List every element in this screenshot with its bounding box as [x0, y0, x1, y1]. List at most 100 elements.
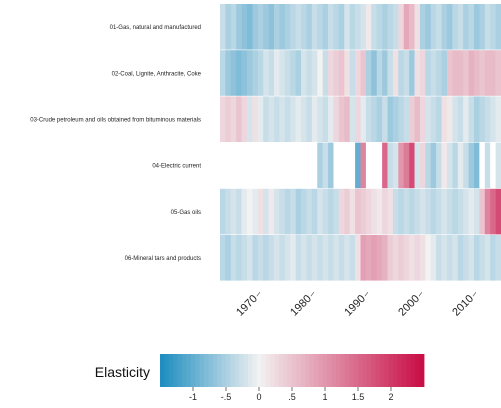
heatmap-cell — [365, 188, 372, 235]
heatmap-cell — [468, 50, 475, 96]
legend-color-step — [204, 354, 209, 387]
heatmap-cell — [274, 142, 280, 189]
heatmap-cell — [252, 235, 259, 281]
legend-color-step — [300, 354, 306, 387]
heatmap-cell — [333, 235, 340, 281]
heatmap-cell — [349, 4, 356, 50]
heatmap-cell — [322, 188, 329, 235]
heatmap-cell — [274, 96, 280, 142]
legend-color-step — [199, 354, 205, 387]
heatmap-cell — [290, 188, 296, 235]
heatmap-cell — [322, 50, 329, 96]
heatmap-cell — [338, 50, 345, 96]
heatmap-cell — [382, 188, 388, 235]
heatmap-cell — [274, 50, 280, 96]
heatmap-cell — [441, 142, 448, 189]
legend-color-step — [195, 354, 200, 387]
heatmap-cell — [344, 188, 350, 235]
heatmap-cell — [382, 235, 388, 281]
heatmap-cell — [463, 4, 469, 50]
legend-color-step — [230, 354, 236, 387]
heatmap-cell — [436, 142, 442, 189]
heatmap-cell — [284, 142, 291, 189]
legend-color-step — [322, 354, 328, 387]
legend-color-step — [186, 354, 192, 387]
heatmap-cell — [436, 50, 442, 96]
heatmap-cell — [387, 50, 394, 96]
heatmap-cell — [344, 4, 350, 50]
heatmap-cell — [398, 188, 405, 235]
x-axis-year-label: 2010 — [450, 293, 476, 319]
row-label: 04-Electric current — [152, 164, 201, 170]
heatmap-cell — [452, 142, 459, 189]
heatmap-cell — [317, 96, 323, 142]
heatmap-cell — [311, 96, 318, 142]
heatmap-cell — [436, 96, 442, 142]
heatmap-cell — [409, 235, 415, 281]
heatmap-cell — [290, 4, 296, 50]
heatmap-cell — [371, 188, 378, 235]
heatmap-cell — [338, 142, 345, 189]
heatmap-cell — [403, 188, 410, 235]
heatmap-cell — [328, 4, 334, 50]
heatmap-cell — [441, 188, 448, 235]
heatmap-cell — [468, 4, 475, 50]
heatmap-cell — [225, 4, 232, 50]
heatmap-cell — [230, 235, 237, 281]
heatmap-cell — [495, 4, 501, 50]
heatmap-cell — [257, 142, 264, 189]
heatmap-cell — [230, 96, 237, 142]
heatmap-cell — [495, 142, 501, 189]
heatmap-cell — [241, 142, 248, 189]
heatmap-cell — [268, 142, 275, 189]
heatmap-cell — [225, 50, 232, 96]
heatmap-cell — [279, 4, 286, 50]
legend-color-step — [406, 354, 412, 387]
heatmap-cell — [446, 50, 453, 96]
legend-color-step — [190, 354, 196, 387]
heatmap-cell — [463, 188, 469, 235]
legend-color-step — [234, 354, 240, 387]
heatmap-cell — [355, 235, 361, 281]
legend-color-step — [274, 354, 280, 387]
heatmap-cell — [392, 96, 399, 142]
heatmap-cell — [241, 188, 248, 235]
heatmap-cell — [322, 96, 329, 142]
heatmap-cell — [387, 188, 394, 235]
legend-tick-label: 2 — [388, 392, 393, 402]
heatmap-cell — [398, 142, 405, 189]
heatmap-cell — [446, 96, 453, 142]
legend-color-step — [212, 354, 218, 387]
heatmap-cell — [430, 142, 437, 189]
heatmap-cell — [236, 142, 242, 189]
heatmap-cell — [344, 142, 350, 189]
row-label: 02-Coal, Lignite, Anthracite, Coke — [112, 71, 202, 77]
legend-tick-label: -.5 — [221, 392, 232, 402]
heatmap-cell — [490, 50, 496, 96]
heatmap-cell — [349, 142, 356, 189]
heatmap-cell — [425, 142, 432, 189]
heatmap-cell — [441, 4, 448, 50]
legend-color-step — [331, 354, 337, 387]
heatmap-cell — [376, 4, 383, 50]
heatmap-cell — [241, 96, 248, 142]
heatmap-cell — [414, 235, 421, 281]
heatmap-cell — [473, 235, 480, 281]
heatmap-cell — [225, 188, 232, 235]
legend-tick-label: .5 — [288, 392, 296, 402]
heatmap-cell — [317, 142, 323, 189]
heatmap-cell — [338, 96, 345, 142]
heatmap-cell — [241, 4, 248, 50]
heatmap-cell — [284, 96, 291, 142]
heatmap-cell — [479, 96, 486, 142]
heatmap-cell — [392, 235, 399, 281]
heatmap-cell — [279, 235, 286, 281]
heatmap-cell — [419, 235, 426, 281]
heatmap-cell — [371, 235, 378, 281]
legend-color-step — [327, 354, 332, 387]
heatmap-cell — [376, 235, 383, 281]
heatmap-cell — [257, 96, 264, 142]
heatmap-cell — [495, 50, 501, 96]
heatmap-cell — [457, 96, 464, 142]
heatmap-cell — [436, 235, 442, 281]
